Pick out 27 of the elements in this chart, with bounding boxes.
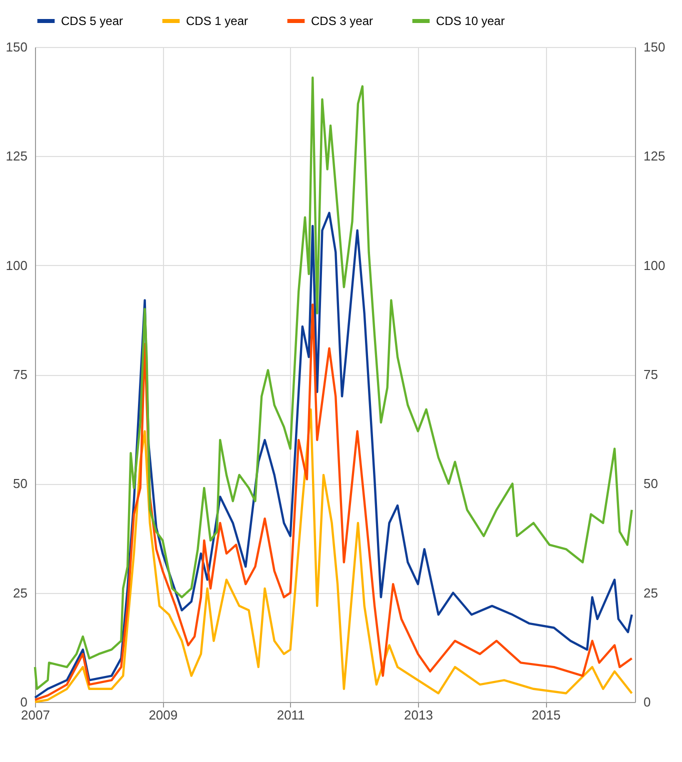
line-series	[34, 304, 633, 701]
x-tick-label: 2011	[276, 708, 305, 722]
line-series	[34, 76, 633, 690]
line-series	[34, 408, 633, 704]
x-tick-label: 2009	[148, 708, 178, 722]
legend-label: CDS 5 year	[61, 14, 124, 28]
y2-tick-label: 125	[644, 148, 666, 164]
legend-label: CDS 3 year	[311, 14, 374, 28]
y-tick-label: 150	[6, 40, 28, 54]
x-tick-label: 2013	[404, 708, 433, 722]
y-tick-label: 75	[13, 367, 28, 382]
line-series	[34, 212, 633, 699]
x-tick-label: 2015	[532, 708, 561, 722]
legend-label: CDS 10 year	[436, 14, 505, 28]
y-tick-label: 100	[6, 258, 28, 273]
y-tick-label: 125	[6, 148, 28, 164]
y2-tick-label: 75	[644, 367, 658, 382]
y2-tick-label: 150	[644, 40, 666, 54]
y-tick-label: 25	[13, 585, 28, 600]
y2-tick-label: 25	[644, 585, 658, 600]
y2-tick-label: 0	[644, 694, 651, 710]
y-tick-label: 50	[13, 476, 28, 492]
x-tick-label: 2007	[21, 708, 50, 722]
legend-label: CDS 1 year	[186, 14, 248, 28]
y2-tick-label: 50	[644, 476, 658, 492]
y2-tick-label: 100	[644, 258, 666, 273]
y-tick-label: 0	[20, 694, 28, 710]
